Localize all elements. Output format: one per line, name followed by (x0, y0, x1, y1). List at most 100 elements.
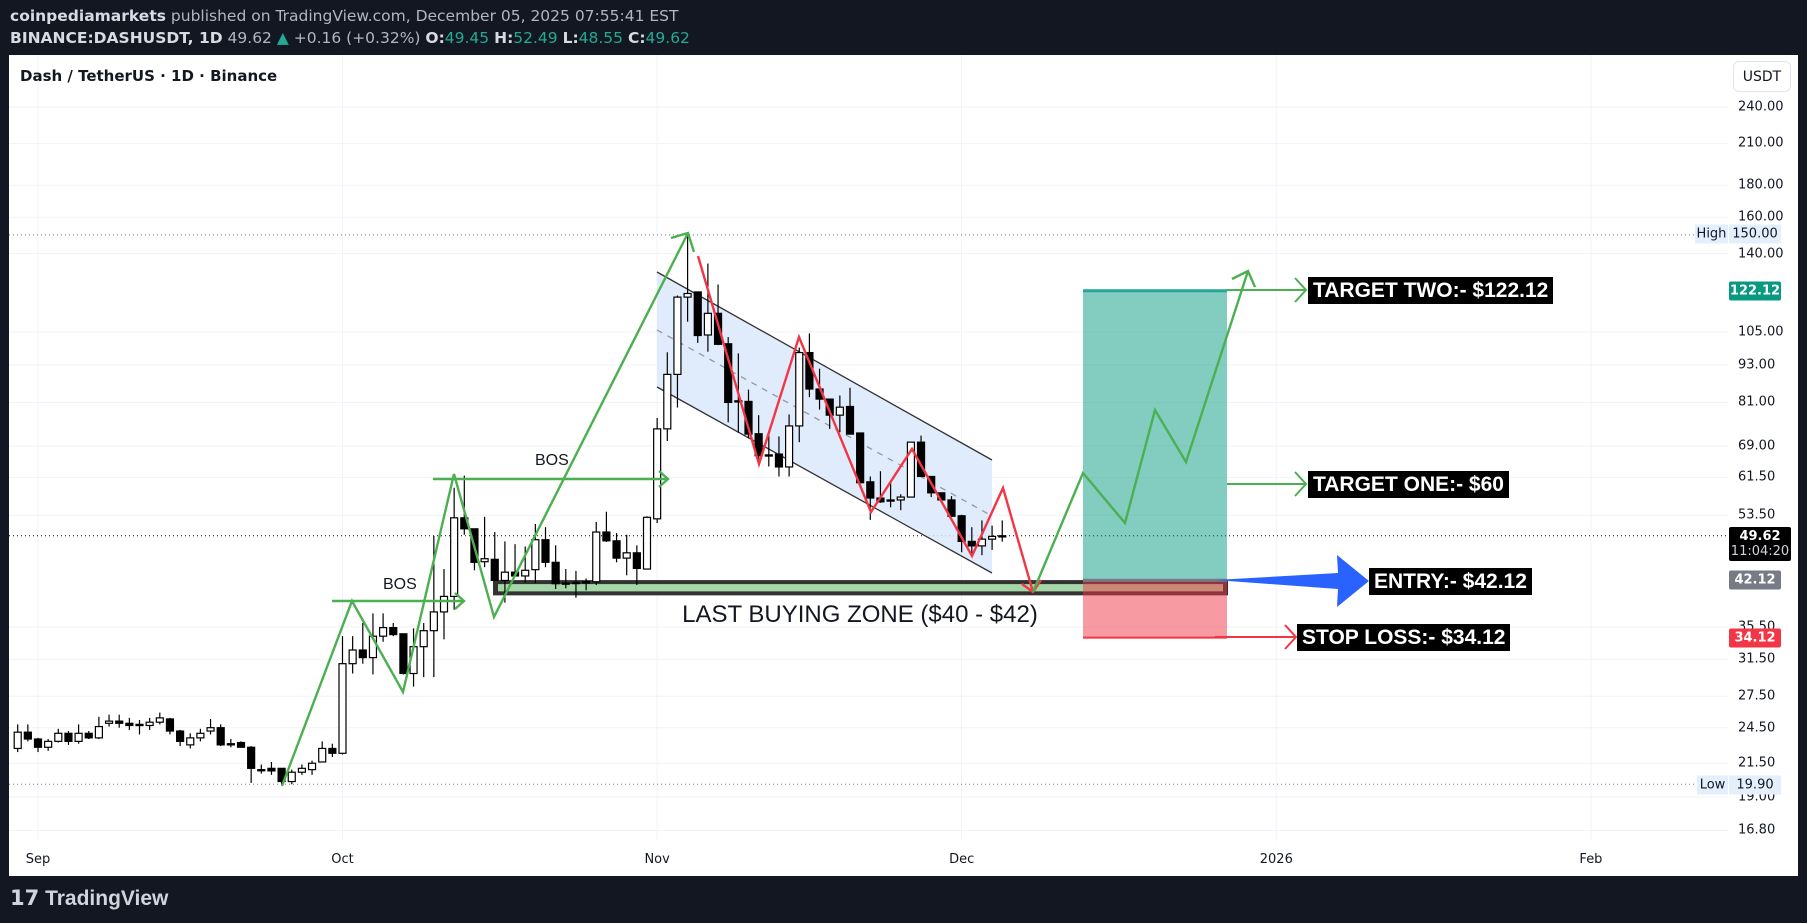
candle-body (206, 727, 215, 732)
candle-body (521, 569, 530, 577)
price-tick-label: 81.00 (1738, 394, 1776, 410)
target-one-label: TARGET ONE:- $60 (1308, 471, 1509, 498)
candle-body (23, 731, 32, 740)
bos-arrowhead-1 (454, 592, 466, 610)
chart-title: Dash / TetherUS · 1D · Binance (20, 67, 278, 85)
time-tick-label: Dec (949, 852, 975, 867)
candle-body (703, 312, 713, 336)
tradingview-logo[interactable]: 𝟭𝟳 TradingView (10, 886, 168, 911)
price-tick-label: 160.00 (1738, 209, 1784, 225)
candle-body (987, 535, 997, 540)
price-tick-label: 27.50 (1738, 688, 1776, 704)
candle-body (145, 721, 154, 727)
candle-body (297, 767, 306, 773)
candle-body (571, 581, 581, 585)
candle-body (429, 611, 438, 632)
candle-body (774, 453, 784, 468)
tradingview-logo-icon: 𝟭𝟳 (10, 887, 40, 910)
bearish-zigzag (696, 255, 1035, 593)
candle-body (155, 717, 164, 723)
currency-button[interactable]: USDT (1733, 61, 1791, 92)
stop-arrowhead (1284, 624, 1298, 650)
candle-body (947, 499, 956, 517)
candle-body (622, 552, 631, 559)
candle-body (673, 296, 682, 375)
stop-loss-label: STOP LOSS:- $34.12 (1297, 624, 1511, 651)
projected-zigzag (1031, 270, 1250, 593)
price-tick-label: 53.50 (1738, 507, 1776, 523)
time-tick-label: 2026 (1259, 852, 1293, 867)
time-tick-label: Nov (644, 852, 670, 867)
candle-body (439, 595, 449, 613)
last-price-value: 49.62 (1739, 529, 1781, 544)
target-price-tag: 122.12 (1729, 281, 1781, 301)
open-value: 49.45 (444, 29, 490, 47)
candle-body (602, 531, 611, 542)
plot-area (9, 231, 1728, 787)
candle-body (165, 718, 175, 732)
candle-body (896, 496, 905, 501)
candle-body (612, 540, 621, 559)
candle-body (713, 312, 723, 345)
publish-text: published on TradingView.com, December 0… (170, 7, 679, 25)
candle-body (216, 727, 225, 746)
candle-body (257, 769, 266, 772)
candle-body (551, 561, 560, 585)
price-tick-label: 240.00 (1738, 99, 1784, 115)
buying-zone-label: LAST BUYING ZONE ($40 - $42) (682, 601, 1038, 628)
tradingview-logo-text: TradingView (45, 887, 169, 910)
time-tick-label: Feb (1579, 852, 1603, 867)
open-label: O: (425, 29, 445, 47)
candle-body (236, 741, 246, 748)
low-label: Low (1697, 775, 1728, 795)
candle-body (561, 582, 570, 585)
price-tick-label: 210.00 (1738, 135, 1784, 151)
price-tick-label: 180.00 (1738, 177, 1784, 193)
candle-body (632, 552, 641, 570)
candle-body (825, 398, 834, 416)
high-value: 52.49 (513, 29, 558, 47)
candle-body (338, 663, 347, 754)
candle-body (835, 406, 844, 416)
target-two-arrowhead (1294, 277, 1308, 303)
entry-label: ENTRY:- $42.12 (1369, 568, 1532, 595)
candle-body (642, 516, 652, 570)
candle-body (318, 747, 327, 763)
candle-body (531, 539, 540, 571)
candle-body (33, 738, 43, 748)
candle-body (906, 441, 916, 498)
candle-body (845, 405, 855, 435)
publish-info: coinpediamarkets published on TradingVie… (10, 7, 678, 25)
candle-body (358, 649, 367, 659)
candle-body (998, 535, 1007, 538)
price-tick-label: 31.50 (1738, 651, 1776, 667)
loss-zone (1083, 580, 1227, 638)
price-tick-label: 69.00 (1738, 438, 1776, 454)
candle-body (267, 767, 276, 772)
candle-body (379, 626, 388, 637)
last-price: 49.62 (227, 29, 272, 47)
bos-label-1: BOS (383, 576, 417, 593)
last-price-tag: 49.62 11:04:20 (1729, 527, 1791, 561)
candle-body (683, 292, 692, 298)
close-value: 49.62 (645, 29, 690, 47)
candle-body (784, 425, 794, 468)
time-tick-label: Sep (25, 852, 51, 867)
symbol-info: BINANCE:DASHUSDT, 1D 49.62 ▲ +0.16 (+0.3… (10, 29, 690, 47)
candle-body (115, 720, 124, 724)
candle-body (490, 558, 499, 582)
candle-body (64, 732, 73, 742)
up-triangle-icon: ▲ (276, 29, 289, 47)
candle-body (176, 730, 185, 742)
high-label: H: (494, 29, 514, 47)
author-name[interactable]: coinpediamarkets (10, 7, 166, 25)
candle-body (541, 539, 550, 563)
candle-body (856, 432, 865, 484)
bos-arrowhead-2 (658, 470, 670, 488)
candle-body (957, 515, 966, 542)
candle-body (663, 373, 672, 430)
candle-body (74, 732, 83, 742)
high-label: High (1695, 224, 1728, 244)
candle-body (581, 581, 591, 584)
